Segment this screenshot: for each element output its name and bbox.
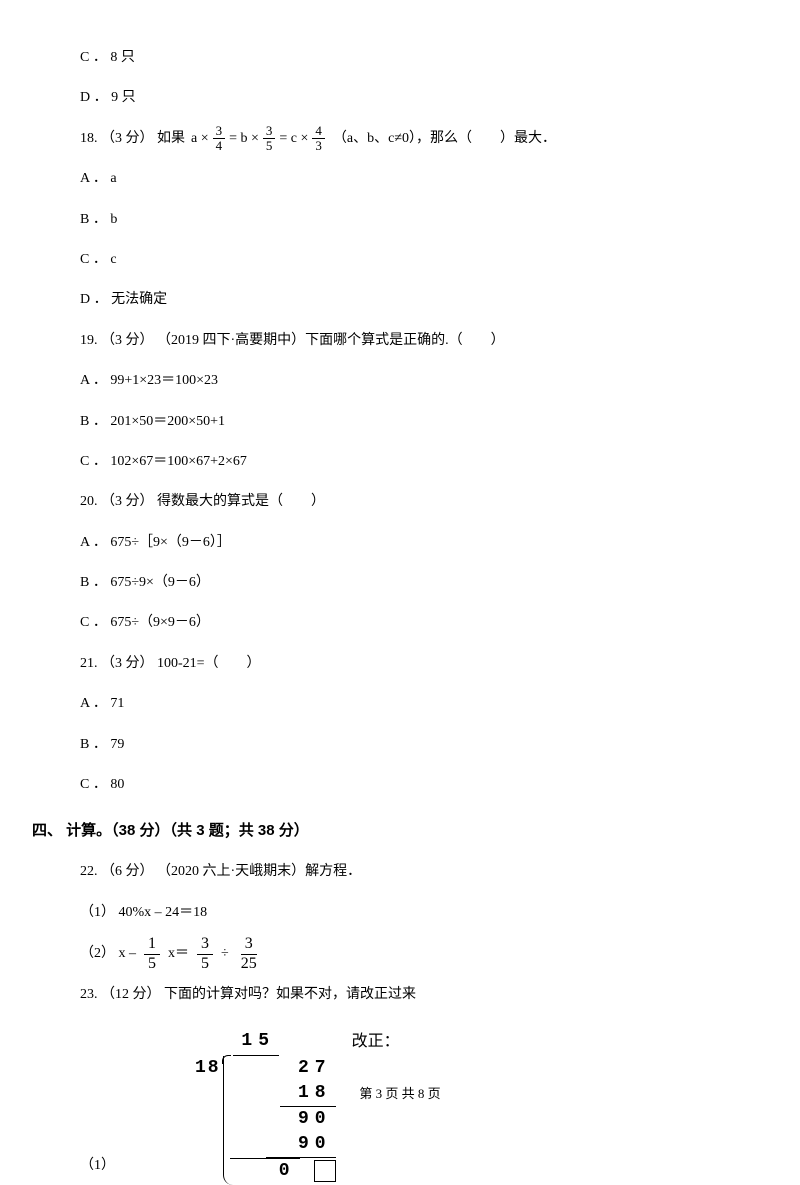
q18-opt-d: D ． 无法确定	[80, 282, 740, 318]
fraction-3-4: 34	[213, 124, 226, 154]
question-20: 20. （3 分） 得数最大的算式是（ ）	[80, 484, 740, 520]
document-body: C ． 8 只 D ． 9 只 18. （3 分） 如果 a × 34 = b …	[60, 40, 740, 1185]
q21-opt-b: B ． 79	[80, 727, 740, 763]
q19-opt-c: C ． 102×67＝100×67+2×67	[80, 444, 740, 480]
q18-opt-c: C ． c	[80, 242, 740, 278]
q20-opt-c: C ． 675÷（9×9－6）	[80, 605, 740, 641]
long-division: 15 18 27 18 90 90 0	[195, 1029, 400, 1184]
step-3: 90	[266, 1132, 336, 1158]
q21-opt-c: C ． 80	[80, 767, 740, 803]
step-2: 90	[266, 1107, 336, 1132]
question-18: 18. （3 分） 如果 a × 34 = b × 35 = c × 43 （a…	[80, 121, 740, 157]
q22-sub1: （1） 40%x – 24＝18	[80, 895, 740, 931]
page-footer: 第 3 页 共 8 页	[0, 1083, 800, 1102]
q20-opt-b: B ． 675÷9×（9－6）	[80, 565, 740, 601]
question-23: 23. （12 分） 下面的计算对吗？如果不对，请改正过来	[80, 977, 740, 1013]
fraction-3-25: 325	[237, 935, 261, 973]
divisor: 18	[195, 1056, 223, 1081]
question-19: 19. （3 分） （2019 四下·高要期中）下面哪个算式是正确的.（ ）	[80, 323, 740, 359]
question-22: 22. （6 分） （2020 六上·天峨期末）解方程．	[80, 854, 740, 890]
section-4-header: 四、 计算。（38 分）（共 3 题；共 38 分）	[32, 811, 740, 850]
fraction-4-3: 43	[312, 124, 325, 154]
prev-option-c: C ． 8 只	[80, 40, 740, 76]
q19-opt-b: B ． 201×50＝200×50+1	[80, 404, 740, 440]
q18-equation: a × 34 = b × 35 = c × 43	[191, 121, 327, 157]
q20-opt-a: A ． 675÷［9×（9－6）］	[80, 525, 740, 561]
fraction-3-5: 35	[263, 124, 276, 154]
question-21: 21. （3 分） 100-21=（ ）	[80, 646, 740, 682]
q19-opt-a: A ． 99+1×23＝100×23	[80, 363, 740, 399]
answer-checkbox	[314, 1160, 336, 1182]
step-4: 0	[230, 1158, 300, 1184]
q23-sub1-label: （1）	[80, 1148, 115, 1184]
q18-opt-a: A ． a	[80, 161, 740, 197]
dividend: 27	[290, 1056, 336, 1081]
long-division-work: 15 18 27 18 90 90 0	[195, 1029, 336, 1184]
prev-option-d: D ． 9 只	[80, 80, 740, 116]
q22-sub2: （2） x – 15 x＝ 35 ÷ 325	[80, 935, 740, 973]
fraction-3-5b: 35	[197, 935, 213, 973]
correction-label: 改正：	[352, 1031, 400, 1053]
q18-suffix: （a、b、c≠0），那么（ ）最大．	[333, 121, 556, 157]
fraction-1-5: 15	[144, 935, 160, 973]
q18-opt-b: B ． b	[80, 202, 740, 238]
q18-prefix: 18. （3 分） 如果	[80, 121, 185, 157]
quotient: 15	[233, 1029, 279, 1055]
q21-opt-a: A ． 71	[80, 686, 740, 722]
